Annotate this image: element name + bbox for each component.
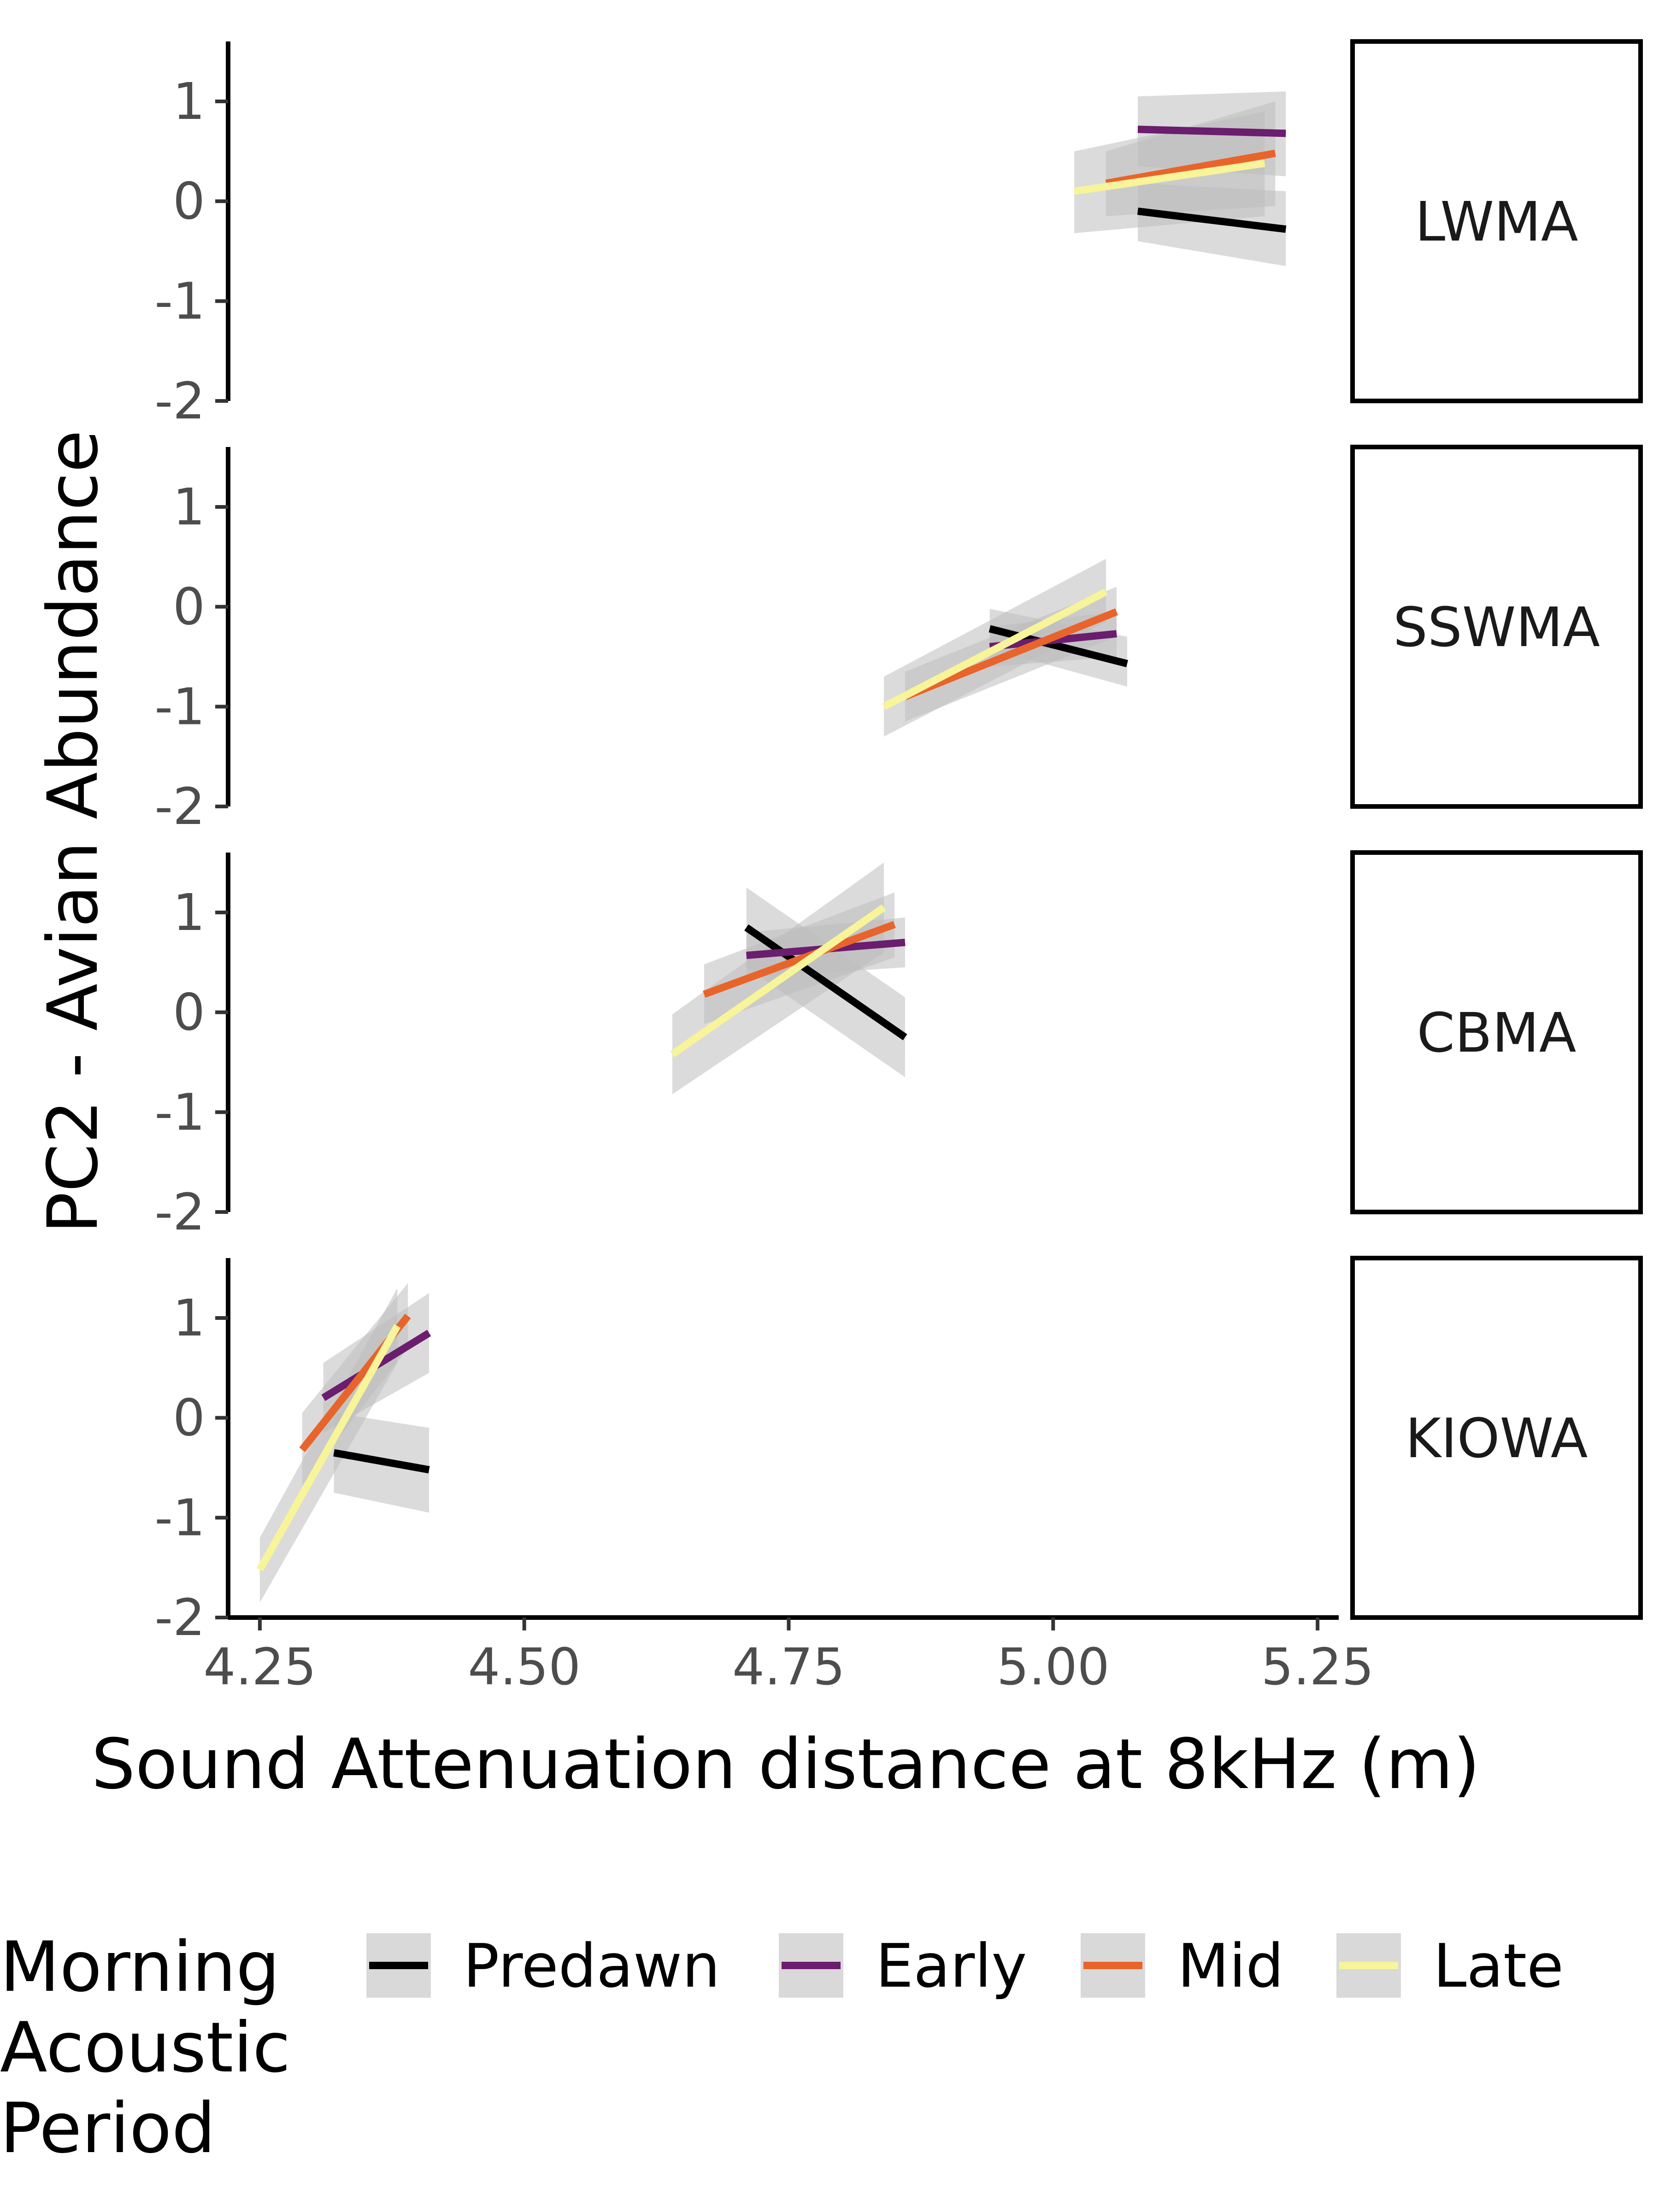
legend-item-predawn: Predawn: [366, 1931, 720, 2001]
trend-line-late: [1074, 159, 1265, 195]
y-axis-title: PC2 - Avian Abundance: [33, 430, 113, 1234]
trend-line-early: [1137, 125, 1286, 137]
chart-panels: -2 -1 0 1 LWMA -2 -1 0 1 SSWMA -2 -1 0 1 CBMA -2 -1 0 1 KIO…: [154, 39, 1643, 1647]
legend-label: Predawn: [463, 1931, 720, 2001]
legend-item-early: Early: [779, 1931, 1027, 2001]
legend-item-late: Late: [1336, 1931, 1564, 2001]
trend-line-late: [256, 1324, 401, 1571]
panel-cbma: -2 -1 0 1 CBMA: [154, 850, 1643, 1241]
facet-strip-label: KIOWA: [1405, 1406, 1588, 1470]
x-tick-label: 4.50: [468, 1637, 581, 1696]
x-axis-title: Sound Attenuation distance at 8kHz (m): [91, 1724, 1480, 1805]
x-tick-label: 4.75: [732, 1637, 845, 1696]
trend-line-predawn: [333, 1449, 430, 1474]
y-tick-label: -2: [154, 1588, 205, 1647]
y-tick-label: 0: [173, 983, 205, 1042]
legend-title-line-1: Morning: [0, 1927, 280, 2007]
trend-line-mid: [903, 608, 1118, 700]
legend-title-line-2: Acoustic: [0, 2008, 290, 2088]
y-tick-label: -1: [154, 1488, 205, 1547]
y-tick-label: -1: [154, 1082, 205, 1141]
legend-label: Early: [876, 1931, 1027, 2001]
panel-kiowa: -2 -1 0 1 KIOWA: [154, 1256, 1643, 1647]
y-tick-label: 1: [173, 72, 205, 131]
y-tick-label: 0: [173, 1388, 205, 1447]
trend-line-predawn: [744, 924, 907, 1041]
y-tick-label: -1: [154, 677, 205, 736]
facet-strip: [1350, 445, 1643, 809]
legend-label: Late: [1433, 1931, 1564, 2001]
y-tick-label: 1: [173, 883, 205, 942]
trend-line-mid: [703, 921, 896, 998]
trend-line-late: [670, 904, 886, 1058]
y-tick-label: 0: [173, 577, 205, 636]
y-tick-label: 0: [173, 172, 205, 231]
y-tick-label: 1: [173, 1288, 205, 1347]
y-tick-label: 1: [173, 477, 205, 536]
legend-entries: Predawn Early Mid Late: [366, 1931, 1564, 2001]
y-tick-label: -2: [154, 777, 205, 836]
trend-line-mid: [1105, 149, 1276, 187]
y-tick-label: -2: [154, 1182, 205, 1241]
trend-line-predawn: [988, 625, 1128, 667]
panel-lwma: -2 -1 0 1 LWMA: [154, 39, 1643, 430]
legend: Morning Acoustic Period Predawn Early Mid L…: [0, 1927, 1564, 2169]
y-tick-label: -2: [154, 371, 205, 430]
x-tick-label: 4.25: [203, 1637, 316, 1696]
facet-strip: [1350, 1256, 1643, 1620]
trend-line-predawn: [1137, 207, 1287, 233]
legend-item-mid: Mid: [1081, 1931, 1284, 2001]
facet-strip-label: CBMA: [1417, 1001, 1577, 1065]
facet-strip: [1350, 850, 1643, 1214]
panel-sswma: -2 -1 0 1 SSWMA: [154, 445, 1643, 836]
facet-strip-label: SSWMA: [1393, 595, 1600, 659]
facet-strip-label: LWMA: [1415, 190, 1578, 253]
x-tick-label: 5.25: [1261, 1637, 1374, 1696]
y-tick-label: -1: [154, 271, 205, 330]
legend-label: Mid: [1177, 1931, 1284, 2001]
facet-strip: [1350, 39, 1643, 403]
x-axis: 4.25 4.50 4.75 5.00 5.25: [203, 1615, 1374, 1696]
legend-title-line-3: Period: [0, 2088, 216, 2169]
legend-title: Morning Acoustic Period: [0, 1927, 312, 2169]
x-tick-label: 5.00: [997, 1637, 1110, 1696]
trend-line-late: [882, 588, 1108, 710]
